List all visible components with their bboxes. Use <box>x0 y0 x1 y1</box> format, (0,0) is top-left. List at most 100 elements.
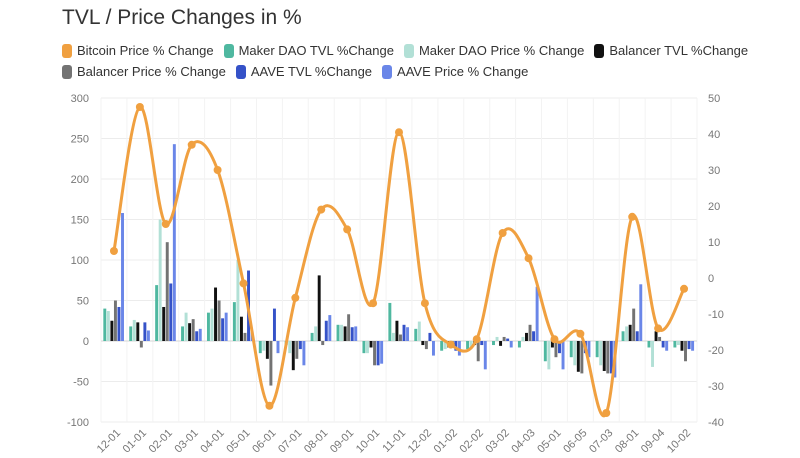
x-tick-label: 04-01 <box>198 427 226 455</box>
bar <box>343 326 347 341</box>
bar <box>691 341 695 351</box>
bar <box>639 284 643 341</box>
bar <box>561 341 565 370</box>
bar <box>517 341 521 348</box>
legend-item[interactable]: Balancer Price % Change <box>62 63 226 81</box>
bar <box>587 341 591 358</box>
bar <box>236 260 240 341</box>
bar <box>184 312 188 341</box>
x-tick-label: 08-01 <box>302 427 330 455</box>
bitcoin-point <box>265 401 274 410</box>
bar <box>206 312 210 341</box>
y-right-tick-label: -10 <box>708 309 724 321</box>
bar <box>276 341 280 354</box>
legend-item[interactable]: Bitcoin Price % Change <box>62 42 214 60</box>
x-tick-label: 06-05 <box>561 427 589 455</box>
x-tick-label: 07-03 <box>587 427 615 455</box>
chart-legend: Bitcoin Price % Change Maker DAO TVL %Cha… <box>62 42 762 84</box>
legend-swatch <box>62 65 72 79</box>
bar <box>129 326 133 341</box>
y-left-tick-label: -100 <box>67 417 89 429</box>
bitcoin-point <box>369 299 378 308</box>
bar <box>158 219 162 341</box>
bitcoin-point <box>187 140 196 149</box>
bar <box>632 308 636 341</box>
bar <box>350 327 354 341</box>
legend-swatch <box>594 44 605 58</box>
bitcoin-point <box>109 247 118 255</box>
bar <box>262 341 266 351</box>
x-tick-label: 09-01 <box>328 427 356 455</box>
x-tick-label: 02-02 <box>458 427 486 455</box>
bar <box>414 328 418 341</box>
bitcoin-point <box>239 279 248 288</box>
bar <box>492 341 495 346</box>
x-tick-label: 10-01 <box>354 427 382 455</box>
bar <box>469 341 473 350</box>
bar <box>402 324 406 341</box>
bar <box>440 341 444 351</box>
bitcoin-point <box>550 335 559 344</box>
legend-label: Bitcoin Price % Change <box>77 43 214 58</box>
bar <box>181 326 185 341</box>
chart-title: TVL / Price Changes in % <box>62 6 302 29</box>
bar <box>665 341 669 351</box>
bar <box>291 341 295 371</box>
x-tick-label: 05-01 <box>535 427 563 455</box>
x-tick-label: 02-01 <box>147 427 175 455</box>
y-right-tick-label: -30 <box>708 381 724 393</box>
y-right-tick-label: 50 <box>708 93 720 105</box>
x-tick-label: 03-01 <box>173 427 201 455</box>
bar <box>143 322 147 341</box>
y-left-tick-label: 250 <box>71 134 89 146</box>
bar <box>654 331 658 341</box>
x-tick-label: 04-03 <box>509 427 537 455</box>
bar <box>221 318 225 341</box>
bar <box>314 326 318 341</box>
bitcoin-point <box>446 340 455 349</box>
bar <box>525 332 528 341</box>
bar <box>232 302 236 341</box>
bar <box>535 286 539 341</box>
legend-item[interactable]: Maker DAO Price % Change <box>403 42 584 60</box>
bar <box>443 341 447 350</box>
bar <box>476 341 480 362</box>
bar <box>136 322 140 341</box>
bar <box>369 341 373 348</box>
bar <box>340 324 344 341</box>
bitcoin-point <box>576 329 585 338</box>
legend-item[interactable]: Maker DAO TVL %Change <box>223 42 394 60</box>
bar <box>599 341 603 366</box>
bar <box>132 319 136 341</box>
bar <box>506 338 510 341</box>
x-tick-label: 11-01 <box>380 427 408 455</box>
bar <box>502 336 506 341</box>
bar <box>366 341 369 354</box>
legend-item[interactable]: Balancer TVL %Change <box>594 42 748 60</box>
bar <box>298 341 302 350</box>
x-tick-label: 03-02 <box>483 427 511 455</box>
bar <box>354 326 358 341</box>
bar <box>103 308 107 341</box>
bar <box>550 341 554 348</box>
legend-label: Balancer TVL %Change <box>609 43 749 58</box>
bar <box>651 341 654 367</box>
legend-item[interactable]: AAVE Price % Change <box>382 63 528 81</box>
bar <box>139 341 143 348</box>
bar <box>191 319 195 341</box>
bar <box>302 341 306 366</box>
legend-item[interactable]: AAVE TVL %Change <box>235 63 372 81</box>
y-right-tick-label: 10 <box>708 237 720 249</box>
bar <box>528 324 532 341</box>
bar <box>576 341 580 372</box>
bar <box>417 321 421 341</box>
bitcoin-point <box>161 220 170 228</box>
bar <box>121 213 124 341</box>
bar <box>684 341 687 362</box>
bar <box>169 283 173 341</box>
x-tick-label: 01-01 <box>121 427 149 455</box>
bar <box>328 315 332 341</box>
bar <box>321 341 325 346</box>
bar <box>454 341 458 351</box>
